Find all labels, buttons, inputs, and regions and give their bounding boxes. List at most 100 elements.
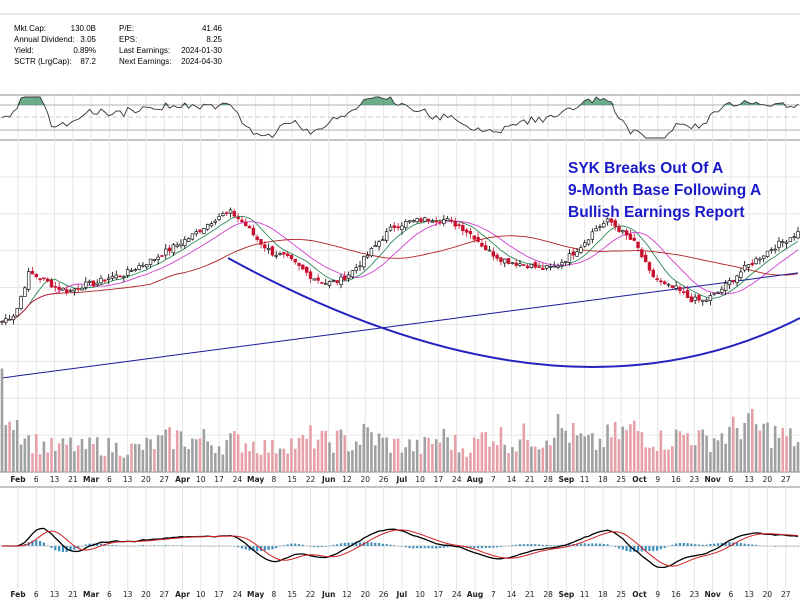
candle-body — [80, 287, 84, 291]
volume-bar — [530, 446, 533, 472]
volume-bar — [556, 414, 560, 472]
volume-bar — [122, 457, 126, 472]
volume-bar — [389, 452, 392, 472]
volume-bar — [305, 438, 308, 472]
x-tick-label: 20 — [763, 475, 773, 484]
x-tick-label-macd: 6 — [728, 590, 733, 599]
volume-bar — [545, 440, 548, 472]
macd-histogram-bar — [88, 543, 91, 546]
volume-bar — [42, 441, 46, 472]
candle-body — [335, 280, 339, 284]
x-tick-label: 9 — [655, 475, 660, 484]
macd-histogram-bar — [370, 542, 373, 546]
candle-body — [23, 287, 27, 297]
x-tick-label: 15 — [287, 475, 297, 484]
candle-body — [567, 253, 572, 263]
macd-histogram-bar — [522, 544, 525, 546]
volume-bar — [625, 429, 628, 472]
x-tick-label: 26 — [379, 475, 389, 484]
candle-body — [240, 219, 244, 223]
macd-histogram-bar — [515, 544, 518, 546]
macd-histogram-bar — [290, 543, 293, 546]
volume-bar — [773, 425, 777, 472]
macd-signal-line — [2, 529, 799, 567]
volume-bar — [587, 434, 590, 472]
candle-body — [720, 288, 724, 293]
volume-bar — [0, 368, 4, 472]
candle-body — [373, 245, 377, 247]
x-tick-label: 14 — [507, 475, 517, 484]
candle-body — [137, 265, 141, 270]
volume-bar — [549, 445, 552, 472]
volume-bar — [423, 436, 427, 472]
candle-body — [354, 267, 358, 271]
x-tick-label-macd: 6 — [107, 590, 112, 599]
candle-body — [129, 270, 134, 272]
volume-bar — [495, 445, 499, 472]
volume-bar — [373, 445, 377, 472]
candle-body — [255, 236, 259, 240]
macd-histogram-bar — [294, 543, 297, 546]
macd-histogram-bar — [648, 546, 651, 551]
macd-histogram-bar — [659, 546, 662, 550]
candle-body — [217, 216, 221, 220]
candle-body — [400, 225, 404, 231]
macd-histogram-bar — [728, 542, 731, 546]
candle-body — [266, 248, 271, 250]
volume-bar — [27, 435, 30, 472]
candle-body — [548, 265, 553, 268]
volume-bar — [385, 437, 388, 472]
stat-label: Mkt Cap: — [14, 24, 47, 33]
x-tick-label-macd: Sep — [558, 590, 574, 599]
candle-body — [640, 249, 644, 258]
candle-body — [449, 219, 454, 222]
candle-body — [259, 239, 263, 245]
x-tick-label-macd: 11 — [580, 590, 590, 599]
volume-bar — [674, 429, 678, 472]
candle-body — [228, 209, 233, 214]
candle-body — [392, 225, 396, 228]
macd-histogram-bar — [591, 543, 594, 546]
volume-bar — [640, 432, 644, 472]
candle-body — [175, 244, 179, 247]
volume-bar — [541, 447, 545, 472]
macd-histogram-bar — [358, 542, 362, 546]
volume-bar — [137, 444, 141, 472]
x-tick-label: 7 — [491, 475, 496, 484]
volume-bar — [141, 449, 145, 472]
candle-body — [381, 239, 385, 241]
candle-body — [510, 262, 515, 265]
candle-body — [434, 220, 438, 223]
macd-histogram-bar — [435, 546, 438, 549]
candle-body — [312, 278, 317, 281]
candle-body — [624, 230, 629, 236]
volume-bar — [575, 435, 579, 472]
candle-body — [160, 255, 164, 257]
volume-bar — [366, 427, 369, 472]
volume-bar — [324, 430, 328, 472]
candle-body — [701, 299, 705, 302]
macd-histogram-bar — [549, 545, 552, 546]
candle-body — [122, 276, 126, 278]
macd-histogram-bar — [743, 543, 746, 546]
volume-bar — [404, 447, 408, 472]
macd-histogram-bar — [686, 543, 689, 546]
x-tick-label: Apr — [175, 475, 190, 484]
volume-bar — [651, 446, 655, 472]
stat-left-1: Annual Dividend: 3.05 — [14, 35, 96, 44]
volume-bar — [99, 455, 103, 472]
candle-body — [91, 280, 96, 287]
macd-histogram-bar — [412, 546, 415, 549]
volume-bar — [297, 437, 301, 472]
volume-bar — [682, 434, 686, 472]
x-tick-label-macd: 28 — [543, 590, 553, 599]
candle-body — [53, 286, 58, 288]
macd-histogram-bar — [115, 545, 118, 546]
volume-bar — [412, 451, 415, 472]
candle-body — [125, 269, 130, 276]
volume-bar — [571, 422, 575, 472]
candle-body — [533, 262, 537, 268]
candle-body — [198, 229, 202, 233]
candle-body — [46, 278, 50, 282]
